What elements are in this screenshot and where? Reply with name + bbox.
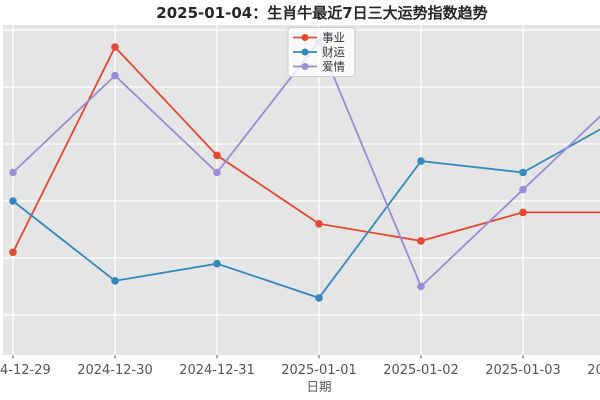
x-axis-title: 日期 bbox=[306, 379, 331, 394]
legend-marker-dot-career bbox=[301, 34, 309, 41]
marker-love bbox=[213, 168, 221, 177]
marker-wealth bbox=[111, 277, 119, 285]
legend-marker-dot-love bbox=[301, 63, 309, 70]
marker-wealth bbox=[315, 294, 323, 302]
marker-love bbox=[9, 168, 17, 177]
legend-marker-dot-wealth bbox=[301, 48, 309, 56]
x-tick-label: 2024-12-29 bbox=[0, 363, 51, 378]
marker-wealth bbox=[213, 259, 221, 268]
x-tick-label: 2024-12-30 bbox=[77, 363, 153, 378]
marker-career bbox=[417, 237, 425, 245]
plot-area bbox=[3, 25, 600, 355]
legend-label-love: 爱情 bbox=[322, 60, 345, 74]
legend-label-wealth: 财运 bbox=[322, 45, 345, 59]
marker-love bbox=[519, 185, 527, 194]
marker-career bbox=[519, 208, 527, 217]
x-tick-label: 2025-01-04 bbox=[587, 363, 600, 378]
x-tick-label: 2025-01-02 bbox=[383, 363, 459, 378]
marker-career bbox=[213, 151, 221, 160]
marker-wealth bbox=[519, 168, 527, 177]
marker-career bbox=[111, 43, 119, 51]
marker-wealth bbox=[417, 157, 425, 165]
marker-love bbox=[111, 71, 119, 80]
plot-content: 2024-12-29 2024-12-30 2024-12-31 2025-01-01… bbox=[0, 25, 600, 394]
x-tick-label: 2025-01-03 bbox=[485, 363, 561, 378]
marker-wealth bbox=[9, 197, 17, 205]
marker-career bbox=[315, 220, 323, 228]
marker-love bbox=[417, 282, 425, 291]
x-tick-label: 2025-01-01 bbox=[281, 363, 357, 378]
x-tick-label: 2024-12-31 bbox=[179, 363, 255, 378]
legend-label-career: 事业 bbox=[322, 31, 345, 45]
chart-title: 2025-01-04：生肖牛最近7日三大运势指数趋势 bbox=[156, 4, 487, 22]
marker-career bbox=[9, 248, 17, 257]
